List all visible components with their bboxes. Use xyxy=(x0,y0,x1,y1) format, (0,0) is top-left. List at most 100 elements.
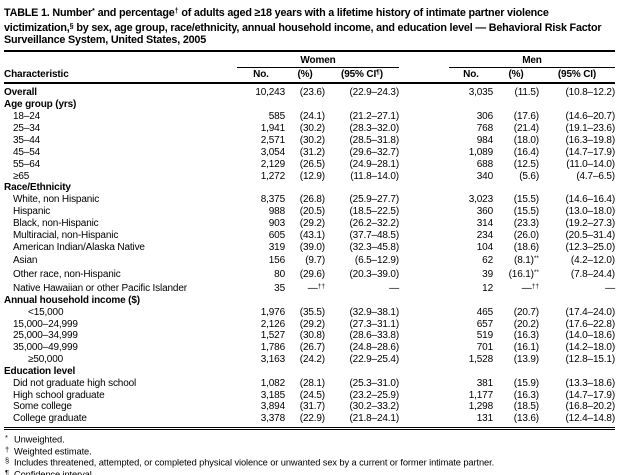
cell-men-ci: (14.7–17.9) xyxy=(565,146,616,158)
cell-men-no: 306 xyxy=(476,111,493,123)
table-row: 15,000–24,999 2,126 (29.2) (27.3–31.1) 657 (2… xyxy=(4,319,615,331)
cell-men-no: 62 xyxy=(482,255,493,267)
row-label: 18–24 xyxy=(13,111,41,123)
cell-men-no: 3,035 xyxy=(468,86,493,98)
cell-men-ci: (17.6–22.8) xyxy=(565,318,616,330)
cell-women-ci: (11.8–14.0) xyxy=(350,170,399,182)
row-label: 25–34 xyxy=(13,123,41,135)
cell-men-pct: (26.0) xyxy=(513,229,539,241)
cell-women-no: 2,571 xyxy=(260,135,285,146)
footnote: ¶ Confidence interval. xyxy=(5,468,615,475)
row-label: College graduate xyxy=(13,413,87,425)
cell-women-ci: (37.7–48.5) xyxy=(349,229,400,241)
footnote: § Includes threatened, attempted, or comp… xyxy=(5,456,615,468)
characteristic-header: Characteristic xyxy=(4,68,69,80)
cell-women-no: 10,243 xyxy=(255,86,285,98)
cell-women-no: 3,185 xyxy=(260,389,285,401)
cell-women-no: 3,378 xyxy=(260,413,285,425)
cell-men-no: 768 xyxy=(476,123,493,135)
footnote-marker: ¶ xyxy=(5,468,9,475)
cell-women-no: 2,129 xyxy=(260,158,285,170)
cell-men-no: 314 xyxy=(476,217,493,229)
cell-women-pct: (22.9) xyxy=(299,413,325,425)
table-row: Black, non-Hispanic 903 (29.2) (26.2–32.2) 3… xyxy=(4,218,615,230)
women-no-header: No. xyxy=(253,68,269,80)
men-no-header: No. xyxy=(463,68,479,80)
cell-men-pct: (8.1)** xyxy=(514,255,539,267)
row-label: Race/Ethnicity xyxy=(4,182,71,194)
cell-men-ci: (13.0–18.0) xyxy=(565,206,616,218)
table-row: 45–54 3,054 (31.2) (29.6–32.7) 1,089 (16.4) (1… xyxy=(4,147,615,159)
row-label: Native Hawaiian or other Pacific Islande… xyxy=(13,283,187,295)
cell-men-pct: (12.5) xyxy=(513,158,539,170)
cell-women-pct: (31.2) xyxy=(299,146,325,158)
cell-women-pct: (24.5) xyxy=(299,389,325,401)
footnote-marker: † xyxy=(5,444,10,454)
table-row: Multiracial, non-Hispanic 605 (43.1) (37.7–… xyxy=(4,230,615,242)
cell-women-pct: (12.9) xyxy=(299,170,325,182)
table-row: 25–34 1,941 (30.2) (28.3–32.0) 768 (21.4) (19.… xyxy=(4,123,615,135)
cell-women-pct: (29.2) xyxy=(299,318,325,330)
cell-women-no: 1,082 xyxy=(260,377,285,389)
cell-women-pct: (30.8) xyxy=(299,330,325,342)
footnote: * Unweighted. xyxy=(5,433,615,445)
cell-men-ci: (7.8–24.4) xyxy=(570,269,615,281)
cell-men-ci: (12.4–14.8) xyxy=(565,413,616,425)
cell-men-ci: (10.8–12.2) xyxy=(565,86,616,98)
table-row: College graduate 3,378 (22.9) (21.8–24.1) 13… xyxy=(4,413,615,425)
cell-men-no: 1,177 xyxy=(468,389,493,401)
cell-women-no: 903 xyxy=(268,217,285,229)
cell-men-pct: (13.6) xyxy=(513,413,539,425)
cell-women-no: 1,976 xyxy=(260,306,285,318)
cell-women-pct: (9.7) xyxy=(305,255,325,267)
cell-women-ci: (30.2–33.2) xyxy=(349,401,400,413)
cell-men-ci: (17.4–24.0) xyxy=(565,306,616,318)
footnote-marker: § xyxy=(5,456,10,466)
row-label: American Indian/Alaska Native xyxy=(13,241,145,253)
cell-men-pct: (23.3) xyxy=(513,217,539,229)
table-body: Overall 10,243 (23.6) (22.9–24.3) 3,035 (11.5… xyxy=(4,84,615,431)
cell-men-no: 984 xyxy=(476,135,493,146)
cell-women-ci: (28.3–32.0) xyxy=(349,123,400,135)
row-label: Annual household income ($) xyxy=(4,294,140,306)
men-pct-header: (%) xyxy=(508,68,524,80)
cell-women-pct: (26.7) xyxy=(299,342,325,354)
table-row: 35–44 2,571 (30.2) (28.5–31.8) 984 (18.0) (16.… xyxy=(4,135,615,147)
table-row: Education level xyxy=(4,366,615,378)
cell-women-pct: (30.2) xyxy=(299,123,325,135)
table-row: 55–64 2,129 (26.5) (24.9–28.1) 688 (12.5) (11.… xyxy=(4,159,615,171)
cell-women-no: 1,527 xyxy=(260,330,285,342)
row-label: 15,000–24,999 xyxy=(13,318,78,330)
row-label: ≥50,000 xyxy=(28,354,64,366)
table-row: <15,000 1,976 (35.5) (32.9–38.1) 465 (20.7) (1… xyxy=(4,307,615,319)
cell-men-ci: (14.2–18.0) xyxy=(565,342,616,354)
footnote-text: Confidence interval. xyxy=(14,469,95,475)
table-row: White, non Hispanic 8,375 (26.8) (25.9–27.7… xyxy=(4,194,615,206)
women-group-header: Women xyxy=(237,55,399,68)
women-ci-header: (95% CI¶) xyxy=(341,68,383,80)
data-table: Women Men Characteristic No. (%) (95% CI… xyxy=(4,55,615,431)
row-label: Overall xyxy=(4,86,37,98)
cell-men-ci: (20.5–31.4) xyxy=(565,229,616,241)
cell-men-ci: (16.8–20.2) xyxy=(565,401,616,413)
cell-women-pct: (26.8) xyxy=(299,194,325,206)
cell-women-pct: (43.1) xyxy=(299,229,325,241)
cell-men-pct: (20.2) xyxy=(513,318,539,330)
cell-women-ci: (29.6–32.7) xyxy=(349,146,400,158)
cell-women-pct: (24.2) xyxy=(299,354,325,366)
cell-men-pct: (16.1) xyxy=(513,342,539,354)
cell-women-pct: (29.6) xyxy=(299,269,325,281)
cell-women-ci: (28.5–31.8) xyxy=(349,135,400,146)
cell-men-ci: (14.0–18.6) xyxy=(565,330,616,342)
cell-men-pct: (13.9) xyxy=(513,354,539,366)
cell-women-ci: — xyxy=(389,283,399,295)
cell-men-no: 381 xyxy=(476,377,493,389)
cell-men-no: 104 xyxy=(476,241,493,253)
cell-men-pct: (17.6) xyxy=(513,111,539,123)
cell-women-no: 3,894 xyxy=(260,401,285,413)
footnote: † Weighted estimate. xyxy=(5,445,615,457)
cell-men-ci: (14.6–20.7) xyxy=(565,111,616,123)
cell-women-pct: (23.6) xyxy=(299,86,325,98)
cell-men-pct: (18.5) xyxy=(513,401,539,413)
cell-women-pct: (20.5) xyxy=(299,206,325,218)
